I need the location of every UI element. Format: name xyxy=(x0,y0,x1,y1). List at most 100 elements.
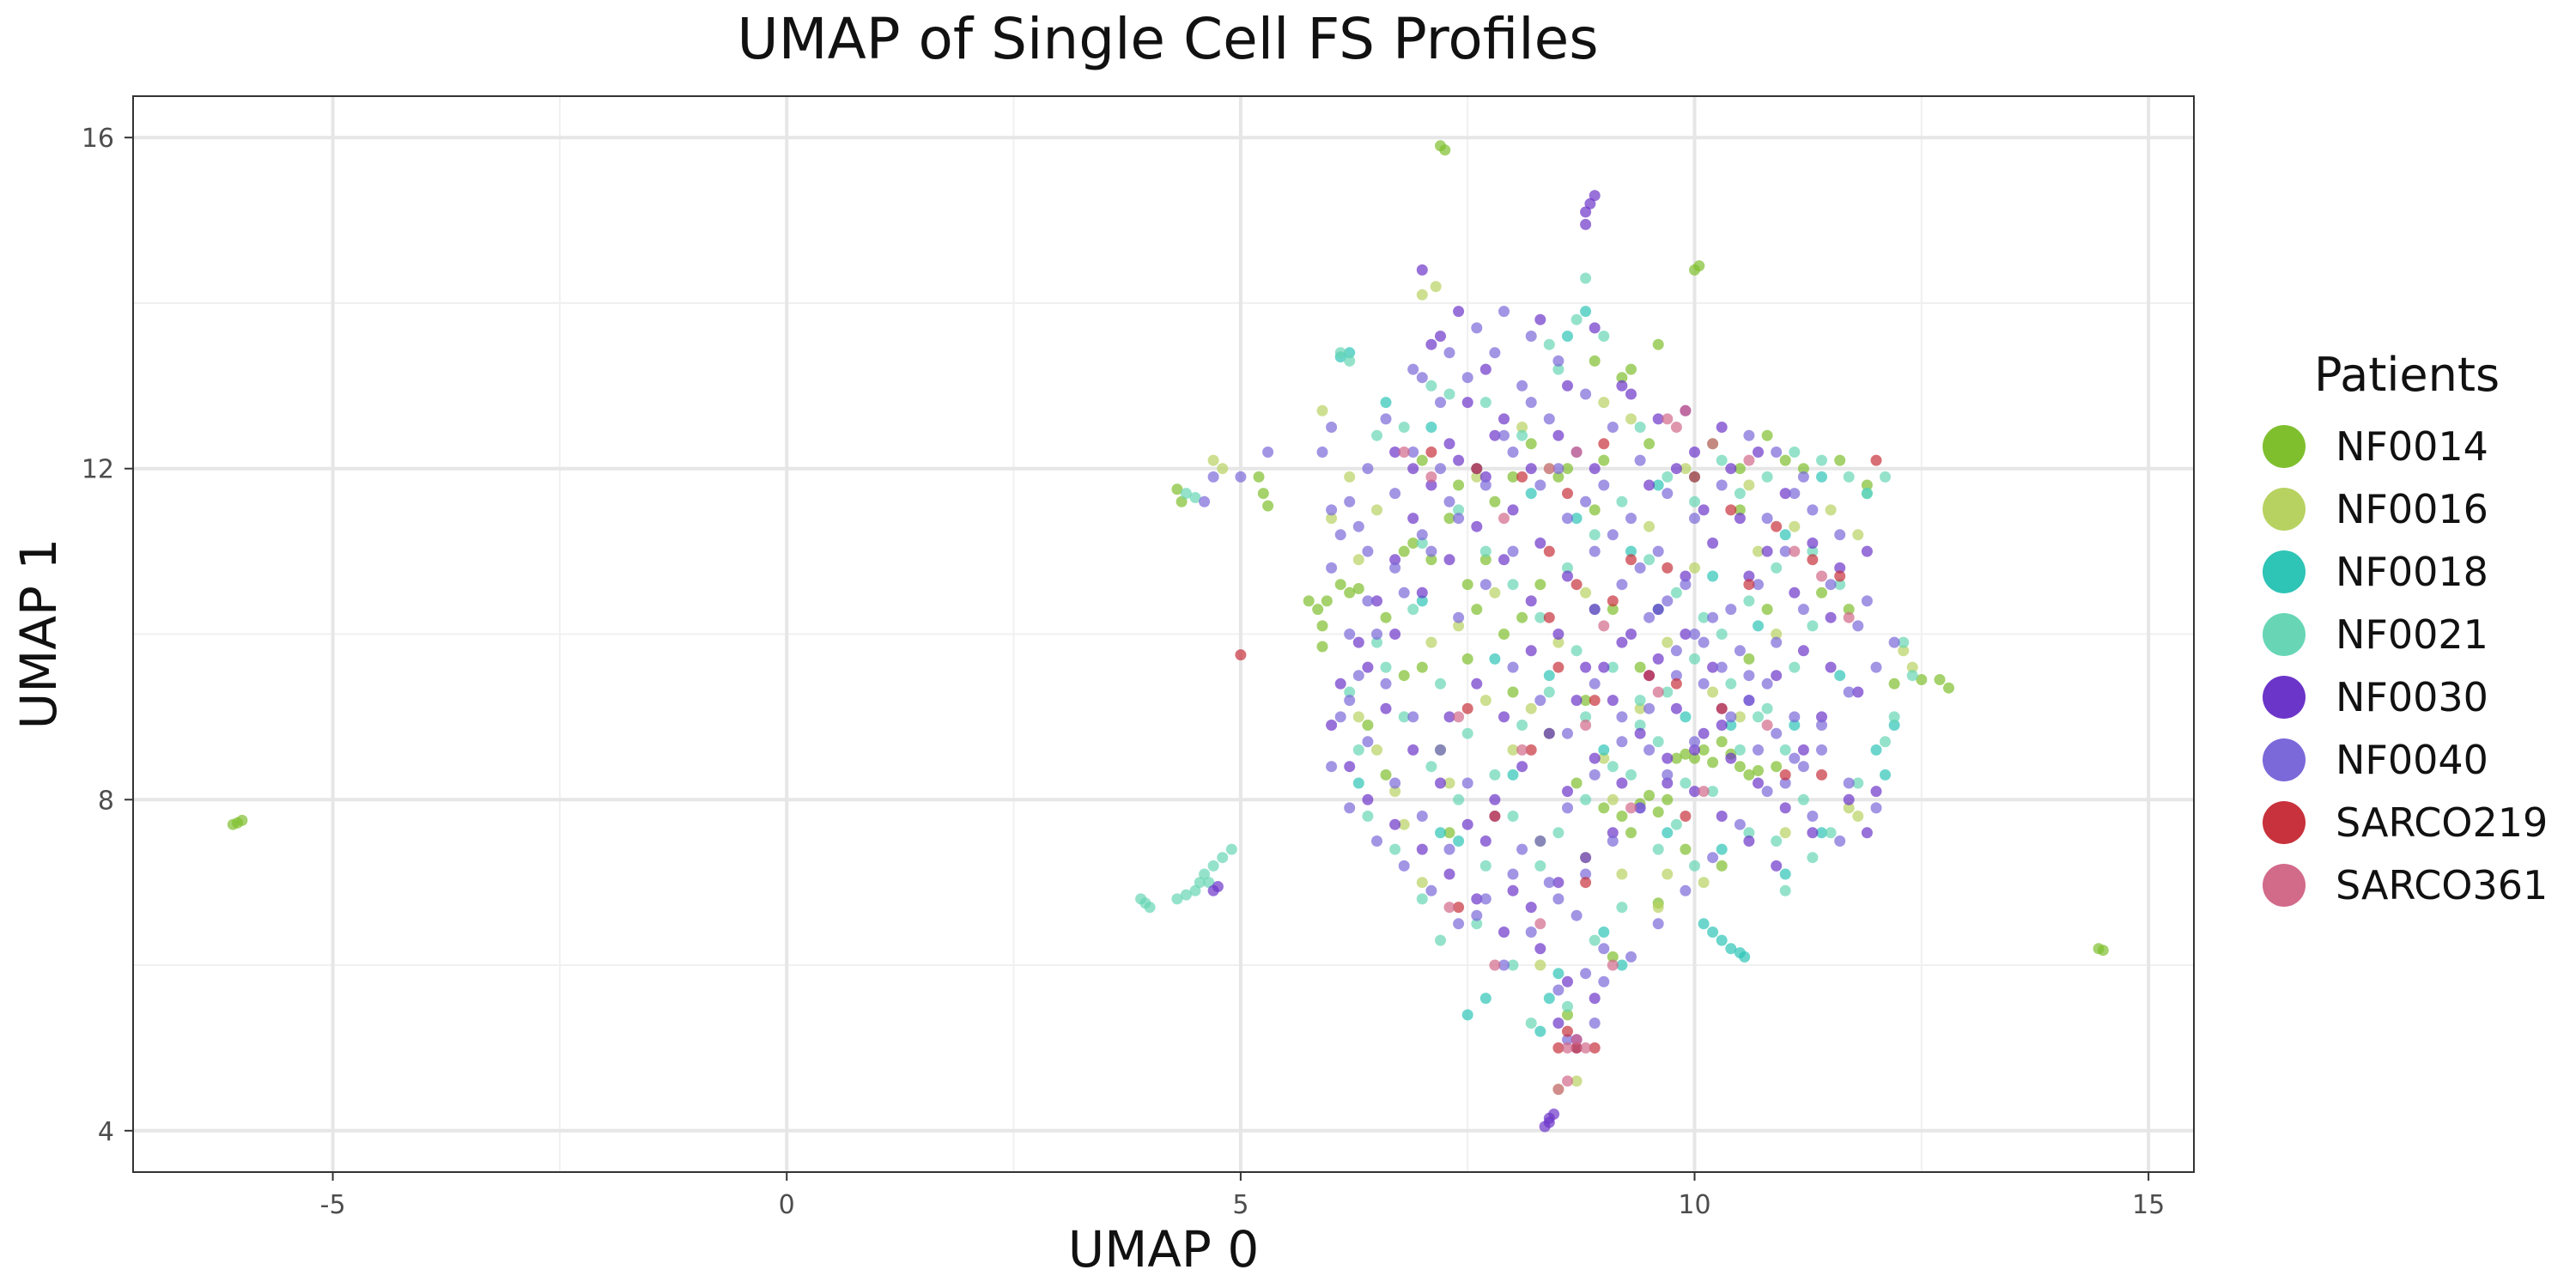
data-point xyxy=(1525,927,1537,938)
x-tick-label: 0 xyxy=(779,1190,795,1220)
data-point xyxy=(1652,653,1664,665)
data-point xyxy=(1534,1025,1546,1037)
data-point xyxy=(1571,1034,1583,1046)
data-point xyxy=(1416,538,1428,549)
data-point xyxy=(1534,943,1546,955)
data-point xyxy=(1643,789,1656,801)
data-point xyxy=(1771,860,1783,872)
data-point xyxy=(1507,686,1519,698)
data-point xyxy=(1471,471,1483,483)
data-point xyxy=(1371,595,1382,607)
data-point xyxy=(1607,951,1619,963)
legend-label: NF0030 xyxy=(2336,674,2488,720)
data-point xyxy=(1652,479,1664,491)
data-point xyxy=(1779,802,1791,814)
data-point xyxy=(1344,495,1356,507)
data-point xyxy=(1888,636,1900,648)
data-point xyxy=(1312,604,1324,616)
data-point xyxy=(1662,413,1674,425)
data-point xyxy=(1321,595,1333,607)
data-point xyxy=(1943,682,1954,694)
data-point xyxy=(1670,702,1682,714)
data-point xyxy=(1352,636,1364,648)
legend-swatch xyxy=(2263,425,2306,468)
legend-item-nf0021: NF0021 xyxy=(2263,611,2488,658)
legend-label: NF0021 xyxy=(2336,611,2488,658)
data-point xyxy=(1898,645,1910,657)
data-point xyxy=(1580,852,1592,864)
data-point xyxy=(1725,943,1737,955)
data-point xyxy=(1471,322,1483,334)
data-point xyxy=(1734,488,1746,500)
data-point xyxy=(1380,769,1392,781)
data-point xyxy=(1634,802,1646,814)
data-point xyxy=(1552,827,1564,839)
data-point xyxy=(1380,677,1392,690)
data-point xyxy=(1389,629,1401,640)
data-point xyxy=(1443,777,1455,789)
data-point xyxy=(1534,579,1546,591)
data-point xyxy=(1176,495,1188,507)
data-point xyxy=(1580,218,1592,230)
data-point xyxy=(1371,504,1382,516)
data-point xyxy=(1498,629,1510,640)
data-point xyxy=(1571,1075,1583,1087)
data-point xyxy=(1217,852,1229,864)
data-point xyxy=(1707,927,1719,938)
data-point xyxy=(1716,454,1728,466)
data-point xyxy=(1525,438,1537,450)
data-point xyxy=(1834,529,1846,541)
data-point xyxy=(1479,893,1492,905)
data-point xyxy=(1443,711,1455,723)
legend-label: NF0014 xyxy=(2336,423,2488,470)
data-point xyxy=(1461,1009,1473,1021)
data-point xyxy=(1693,260,1705,272)
data-point xyxy=(1625,769,1637,781)
data-point xyxy=(1680,463,1692,475)
data-point xyxy=(1362,595,1374,607)
data-point xyxy=(1680,811,1692,822)
data-point xyxy=(1843,471,1855,483)
data-point xyxy=(1489,347,1501,359)
data-point xyxy=(1698,727,1710,739)
data-point xyxy=(1203,877,1215,889)
data-point xyxy=(1425,380,1437,392)
data-point xyxy=(1471,520,1483,532)
data-point xyxy=(1489,769,1501,781)
data-point xyxy=(1779,769,1791,781)
data-point xyxy=(1525,744,1537,756)
data-point xyxy=(1498,413,1510,425)
legend-title: Patients xyxy=(2314,348,2500,402)
data-point xyxy=(1580,388,1592,400)
data-point xyxy=(1443,554,1455,566)
data-point xyxy=(1235,649,1247,661)
data-point xyxy=(1625,388,1637,400)
data-point xyxy=(1716,422,1728,433)
data-point xyxy=(1734,463,1746,475)
data-point xyxy=(1739,951,1751,963)
data-point xyxy=(1580,272,1592,284)
data-point xyxy=(1534,611,1546,623)
data-point xyxy=(1643,479,1656,491)
data-point xyxy=(1430,281,1442,293)
data-point xyxy=(1662,793,1674,805)
data-point xyxy=(1552,984,1564,996)
data-point xyxy=(1680,843,1692,855)
data-point xyxy=(1580,206,1592,218)
data-point xyxy=(1880,769,1891,781)
data-point xyxy=(1407,513,1419,525)
x-axis-title: UMAP 0 xyxy=(1068,1220,1259,1279)
data-point xyxy=(1698,877,1710,889)
data-point xyxy=(1743,570,1755,582)
data-point xyxy=(1552,877,1564,889)
data-point xyxy=(1479,579,1492,591)
data-point xyxy=(1589,993,1601,1005)
data-point xyxy=(1207,860,1219,872)
data-point xyxy=(1543,338,1555,350)
data-point xyxy=(1571,313,1583,325)
data-point xyxy=(1753,711,1764,723)
data-point xyxy=(1807,504,1819,516)
data-point xyxy=(1479,479,1492,491)
series-nf0018 xyxy=(1334,306,1900,1037)
data-point xyxy=(1334,347,1346,359)
